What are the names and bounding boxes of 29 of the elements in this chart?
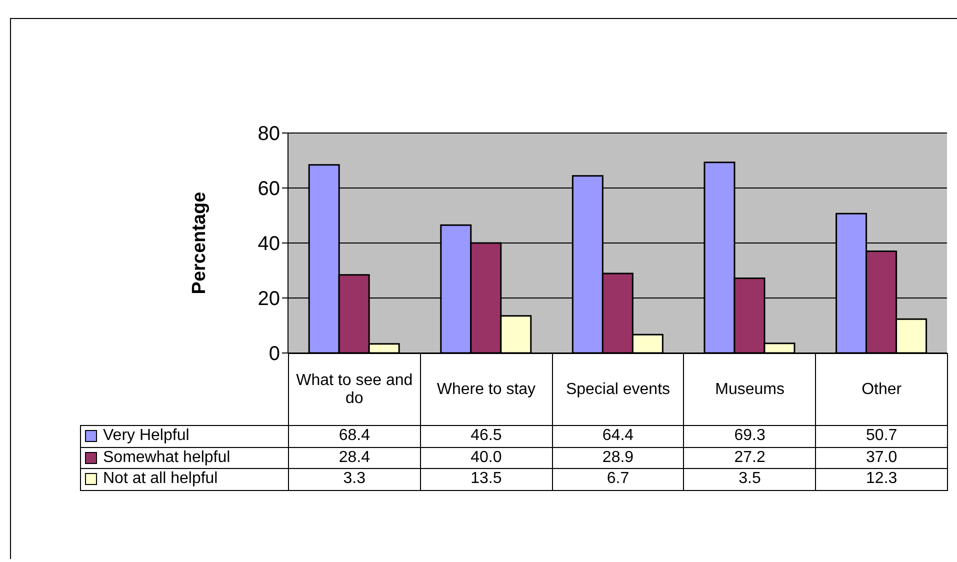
y-axis-title: Percentage [189,192,211,294]
y-tick-label: 0 [268,343,280,366]
legend-label: Somewhat helpful [80,446,289,469]
data-label: 27.2 [683,446,816,469]
x-tick-label: Special events [552,353,684,426]
y-tick-label: 60 [258,178,280,200]
legend-label: Very Helpful [80,425,289,448]
data-label: 6.7 [552,468,684,490]
legend-label: Not at all helpful [80,468,289,490]
data-label: 69.3 [683,425,816,448]
data-label: 50.7 [815,425,948,448]
data-label: 46.5 [420,425,553,448]
y-tick-label: 80 [258,123,280,146]
y-tick-label: 40 [258,233,280,256]
data-label: 40.0 [420,446,553,469]
data-label: 3.5 [683,468,816,490]
data-label: 68.4 [288,425,421,448]
data-label: 3.3 [288,468,421,490]
data-label: 28.9 [552,446,684,469]
data-label: 12.3 [815,468,948,490]
x-tick-label: Other [815,353,948,426]
data-label: 64.4 [552,425,684,448]
x-tick-label: Museums [683,353,816,426]
data-label: 28.4 [288,446,421,469]
data-label: 13.5 [420,468,553,490]
x-tick-label: What to see and do [288,353,421,426]
data-label: 37.0 [815,446,948,469]
x-tick-label: Where to stay [420,353,553,426]
y-tick-label: 20 [258,288,280,310]
